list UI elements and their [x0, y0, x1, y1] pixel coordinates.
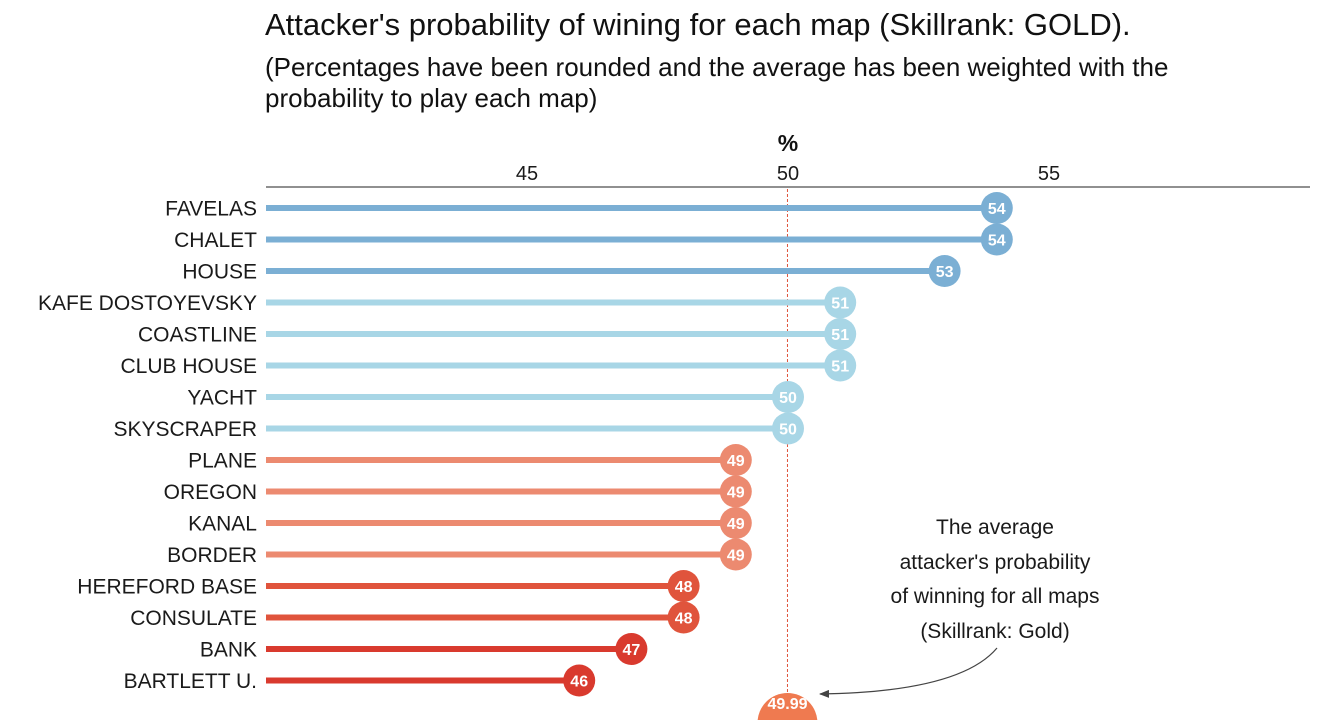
category-label: CLUB HOUSE [120, 355, 257, 378]
data-label: 48 [675, 611, 693, 628]
data-label: 51 [831, 327, 849, 344]
data-label: 51 [831, 296, 849, 313]
category-label: BORDER [167, 544, 257, 567]
category-label: FAVELAS [165, 198, 257, 221]
category-label: OREGON [164, 481, 257, 504]
lollipop-dot [772, 381, 804, 413]
data-label: 49 [727, 516, 745, 533]
category-label: CHALET [174, 229, 257, 252]
lollipop-dot [824, 349, 857, 382]
lollipop-dot [719, 507, 752, 539]
lollipop-dot [667, 601, 700, 634]
category-label: BANK [200, 639, 257, 662]
data-label: 49 [727, 453, 745, 470]
average-annotation-line: of winning for all maps [890, 585, 1100, 608]
category-label: KANAL [188, 513, 257, 536]
data-label: 48 [675, 579, 693, 596]
category-label: BARTLETT U. [124, 670, 257, 693]
data-label: 51 [831, 359, 849, 376]
x-tick-label: 50 [777, 163, 799, 185]
lollipop-dot [667, 570, 700, 602]
x-tick-label: 45 [516, 163, 538, 185]
category-label: HOUSE [182, 261, 257, 284]
category-label: HEREFORD BASE [77, 576, 257, 599]
category-label: COASTLINE [138, 324, 257, 347]
lollipop-dot [563, 664, 596, 697]
lollipop-dot [980, 192, 1013, 224]
average-annotation-line: attacker's probability [899, 550, 1091, 574]
annotation-arrow [819, 647, 998, 698]
data-label: 54 [988, 233, 1006, 250]
data-label: 46 [570, 674, 588, 691]
lollipop-dot [824, 286, 857, 319]
chart-subtitle: (Percentages have been rounded and the a… [265, 52, 1169, 113]
average-value-label: 49.99 [767, 696, 807, 713]
category-label: KAFE DOSTOYEVSKY [38, 292, 257, 315]
lollipop-dot [719, 444, 752, 476]
lollipop-dot [824, 318, 857, 350]
average-annotation-line: (Skillrank: Gold) [920, 619, 1070, 643]
average-marker [757, 693, 818, 720]
data-label: 53 [936, 264, 954, 281]
data-label: 49 [727, 485, 745, 502]
data-label: 50 [779, 390, 797, 407]
category-label: CONSULATE [130, 607, 257, 630]
data-label: 54 [988, 201, 1006, 218]
average-annotation: The average attacker's probability of wi… [860, 511, 1130, 649]
category-label: PLANE [188, 450, 257, 473]
data-label: 49 [727, 548, 745, 565]
lollipop-dot [772, 412, 804, 445]
average-annotation-line: The average [936, 516, 1054, 539]
lollipop-dot [980, 223, 1013, 256]
x-tick-label: 55 [1038, 163, 1060, 185]
lollipop-dot [719, 538, 752, 571]
axis-title: % [778, 130, 798, 156]
category-label: YACHT [187, 387, 257, 410]
lollipop-dot [928, 255, 961, 287]
lollipop-dot [615, 633, 648, 665]
chart-title: Attacker's probability of wining for eac… [265, 7, 1131, 42]
chart-titles: Attacker's probability of wining for eac… [265, 6, 1305, 114]
data-label: 50 [779, 422, 797, 439]
data-label: 47 [623, 642, 641, 659]
category-label: SKYSCRAPER [113, 418, 257, 441]
lollipop-dot [719, 475, 752, 508]
